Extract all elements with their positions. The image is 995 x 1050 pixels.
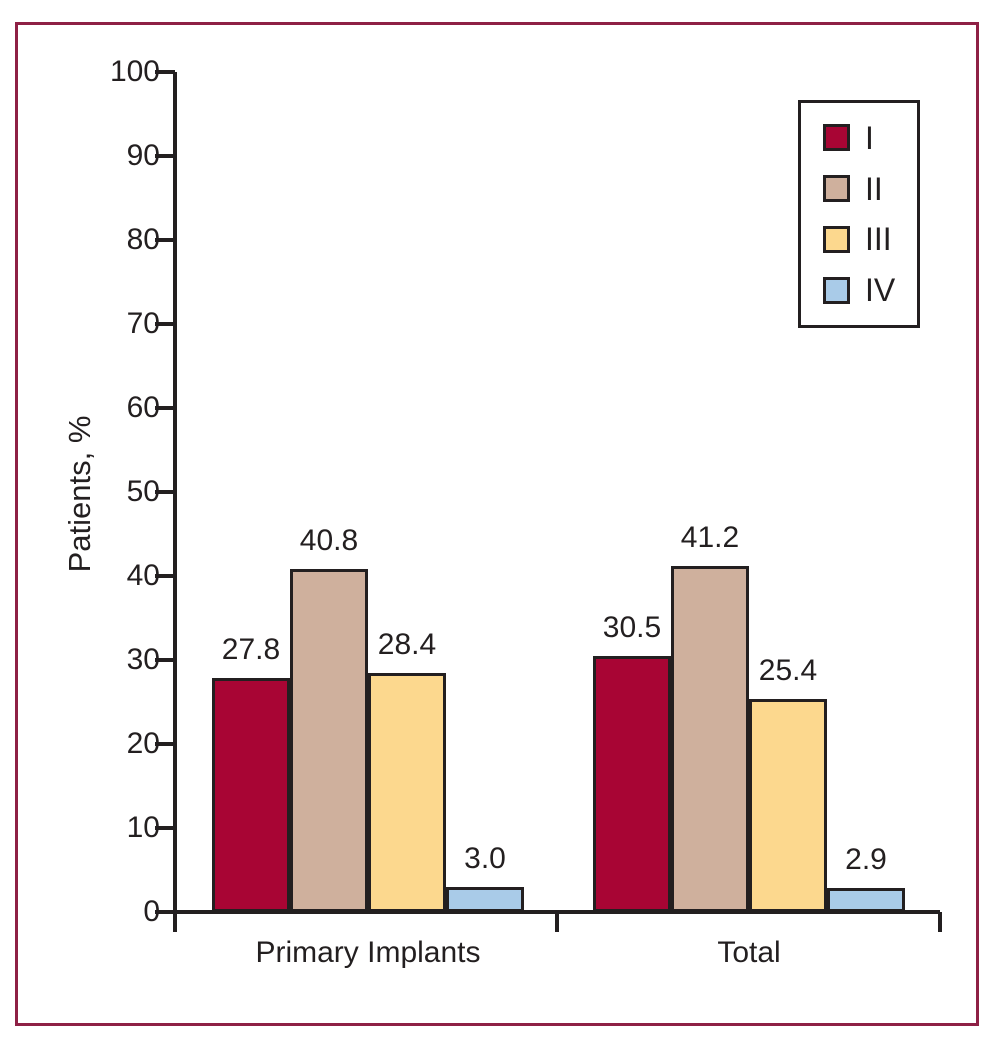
y-tick-label: 30 bbox=[126, 643, 160, 676]
legend-label: II bbox=[865, 170, 883, 207]
y-tick-label: 80 bbox=[126, 223, 160, 256]
legend-label: III bbox=[865, 221, 892, 258]
legend-swatch-icon bbox=[823, 276, 850, 304]
bar-value-label: 2.9 bbox=[845, 842, 887, 876]
category-label: Primary Implants bbox=[255, 936, 481, 969]
y-tick-label: 10 bbox=[126, 811, 160, 844]
legend-item-III: III bbox=[801, 223, 917, 255]
legend-label: IV bbox=[865, 272, 896, 309]
y-tick-label: 70 bbox=[126, 307, 160, 340]
legend-label: I bbox=[865, 119, 874, 156]
y-tick-label: 100 bbox=[109, 55, 160, 88]
legend: I II III IV bbox=[798, 100, 920, 328]
bar-value-label: 41.2 bbox=[680, 520, 740, 554]
bar-I-1 bbox=[593, 655, 671, 912]
bar-I-0 bbox=[212, 678, 290, 912]
y-tick-label: 0 bbox=[143, 895, 160, 928]
bar-II-0 bbox=[290, 569, 368, 912]
y-tick-label: 20 bbox=[126, 727, 160, 760]
bar-value-label: 27.8 bbox=[221, 633, 281, 667]
bar-value-label: 40.8 bbox=[299, 524, 359, 558]
bar-IV-1 bbox=[827, 887, 905, 912]
legend-item-I: I bbox=[801, 122, 917, 154]
legend-swatch-icon bbox=[823, 124, 850, 152]
bar-value-label: 30.5 bbox=[602, 610, 662, 644]
bar-value-label: 3.0 bbox=[464, 841, 506, 875]
category-label: Total bbox=[717, 936, 781, 969]
y-tick-label: 40 bbox=[126, 559, 160, 592]
bar-value-label: 25.4 bbox=[758, 653, 818, 687]
bar-II-1 bbox=[671, 565, 749, 912]
legend-swatch-icon bbox=[823, 175, 850, 203]
legend-swatch-icon bbox=[823, 225, 850, 253]
legend-item-II: II bbox=[801, 173, 917, 205]
legend-item-IV: IV bbox=[801, 274, 917, 306]
bar-III-0 bbox=[368, 673, 446, 912]
y-tick-label: 60 bbox=[126, 391, 160, 424]
bar-value-label: 28.4 bbox=[377, 628, 437, 662]
y-tick-label: 90 bbox=[126, 139, 160, 172]
bar-IV-0 bbox=[446, 886, 524, 912]
bar-III-1 bbox=[749, 698, 827, 912]
y-tick-label: 50 bbox=[126, 475, 160, 508]
